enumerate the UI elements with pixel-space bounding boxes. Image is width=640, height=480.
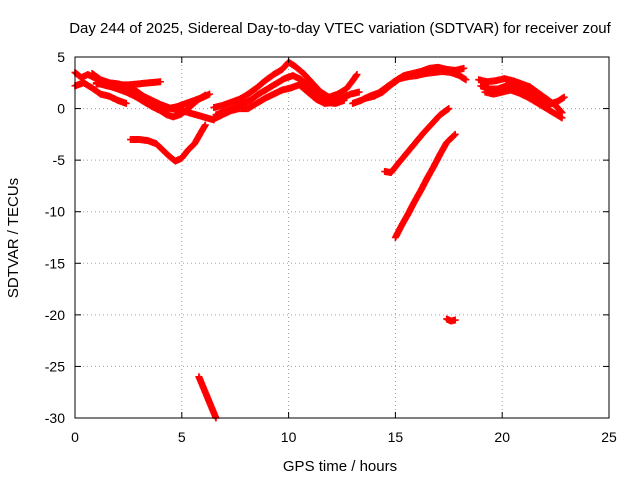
data-point [355, 88, 363, 96]
series-track-10 [212, 72, 348, 119]
data-point [451, 316, 459, 324]
y-tick-label: 0 [57, 101, 65, 117]
chart-title: Day 244 of 2025, Sidereal Day-to-day VTE… [69, 20, 611, 37]
plot-frame [74, 56, 610, 419]
x-tick-label: 25 [601, 429, 617, 445]
series-track-18 [481, 86, 566, 122]
series-track-14 [391, 130, 459, 241]
x-tick-label: 10 [281, 429, 297, 445]
axis-ticks [74, 56, 610, 419]
y-axis-label: SDTVAR / TECUs [5, 178, 22, 298]
data-point [122, 99, 130, 107]
data-point [460, 64, 468, 72]
data-point [451, 130, 459, 138]
data-point [340, 96, 348, 104]
series-track-7 [195, 373, 220, 422]
x-tick-label: 15 [388, 429, 404, 445]
y-tick-label: -15 [45, 255, 65, 271]
data-point [201, 121, 209, 129]
series-track-9 [210, 58, 361, 112]
x-axis-label: GPS time / hours [283, 458, 397, 475]
x-tick-label: 20 [494, 429, 510, 445]
data-point [353, 71, 361, 79]
series-track-4 [92, 78, 164, 89]
data-point [560, 93, 568, 101]
y-tick-label: -10 [45, 204, 65, 220]
data-point [445, 105, 453, 113]
y-tick-label: -30 [45, 410, 65, 426]
data-point [450, 131, 458, 139]
data-point [156, 78, 164, 86]
y-tick-label: -25 [45, 358, 65, 374]
y-tick-label: -20 [45, 307, 65, 323]
x-tick-label: 5 [178, 429, 186, 445]
data-series [71, 58, 568, 422]
series-track-12 [361, 67, 470, 102]
y-tick-label: 5 [57, 49, 65, 65]
x-tick-labels: 0 5 10 15 20 25 [71, 429, 617, 445]
x-tick-label: 0 [71, 429, 79, 445]
data-point [206, 90, 214, 98]
series-track-5 [71, 79, 130, 107]
y-tick-labels: 5 0 -5 -10 -15 -20 -25 -30 [45, 49, 65, 426]
y-tick-label: -5 [53, 152, 66, 168]
data-point [558, 114, 566, 122]
series-track-13 [381, 105, 453, 177]
data-point [462, 76, 470, 84]
series-track-6 [127, 121, 209, 165]
series-track-15 [443, 315, 459, 325]
